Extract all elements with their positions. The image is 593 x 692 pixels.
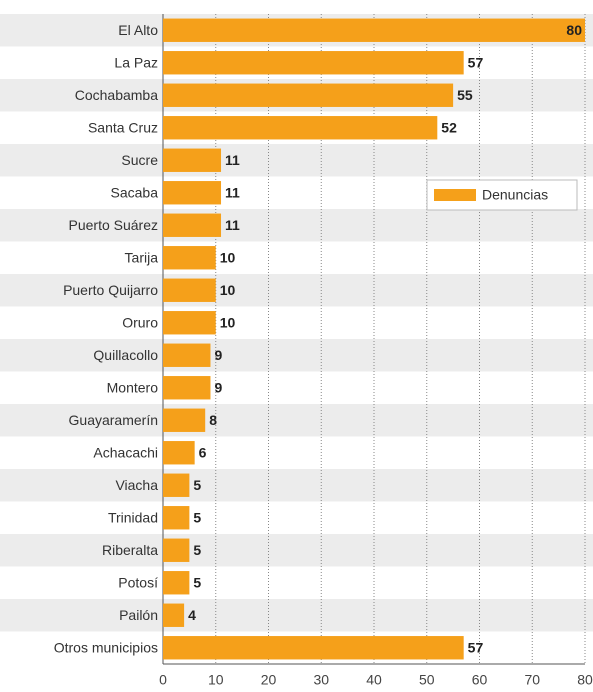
row-stripe bbox=[0, 144, 593, 177]
x-tick-label: 60 bbox=[472, 672, 488, 688]
y-tick-label: Sacaba bbox=[111, 184, 159, 200]
bar bbox=[163, 51, 464, 75]
value-label: 11 bbox=[225, 217, 240, 233]
y-tick-label: Sucre bbox=[121, 152, 158, 168]
y-tick-label: Tarija bbox=[125, 249, 159, 265]
y-tick-label: El Alto bbox=[118, 22, 158, 38]
y-tick-label: Montero bbox=[107, 379, 159, 395]
bar bbox=[163, 181, 222, 205]
bar bbox=[163, 473, 190, 497]
bar bbox=[163, 408, 206, 432]
value-label: 4 bbox=[188, 607, 196, 623]
y-tick-label: Achacachi bbox=[93, 444, 158, 460]
x-tick-label: 10 bbox=[208, 672, 224, 688]
value-label: 5 bbox=[193, 509, 201, 525]
bar bbox=[163, 213, 222, 237]
value-label: 55 bbox=[457, 87, 473, 103]
y-tick-label: Viacha bbox=[115, 477, 158, 493]
row-stripe bbox=[0, 274, 593, 307]
y-tick-label: Riberalta bbox=[102, 542, 158, 558]
bar bbox=[163, 83, 454, 107]
row-stripe bbox=[0, 566, 593, 599]
value-label: 9 bbox=[214, 347, 222, 363]
bar bbox=[163, 571, 190, 595]
value-label: 6 bbox=[199, 444, 207, 460]
y-tick-label: Otros municipios bbox=[54, 639, 158, 655]
x-tick-label: 30 bbox=[313, 672, 329, 688]
value-label: 5 bbox=[193, 542, 201, 558]
bar bbox=[163, 278, 216, 302]
value-label: 57 bbox=[468, 639, 484, 655]
y-tick-label: Quillacollo bbox=[93, 347, 158, 363]
value-label: 10 bbox=[220, 249, 236, 265]
value-label: 5 bbox=[193, 477, 201, 493]
value-label: 11 bbox=[225, 152, 240, 168]
y-tick-label: Oruro bbox=[122, 314, 158, 330]
bar bbox=[163, 116, 438, 140]
y-tick-label: Puerto Suárez bbox=[69, 217, 159, 233]
y-tick-label: Potosí bbox=[118, 574, 158, 590]
value-label: 52 bbox=[441, 119, 457, 135]
row-stripe bbox=[0, 469, 593, 502]
bar bbox=[163, 636, 464, 660]
bar bbox=[163, 246, 216, 270]
row-stripe bbox=[0, 534, 593, 567]
x-tick-label: 0 bbox=[159, 672, 167, 688]
y-tick-label: Santa Cruz bbox=[88, 119, 158, 135]
x-tick-label: 40 bbox=[366, 672, 382, 688]
y-tick-label: La Paz bbox=[114, 54, 158, 70]
row-stripe bbox=[0, 599, 593, 632]
row-stripe bbox=[0, 501, 593, 534]
row-stripe bbox=[0, 306, 593, 339]
value-label: 5 bbox=[193, 574, 201, 590]
row-stripe bbox=[0, 436, 593, 469]
row-stripe bbox=[0, 209, 593, 242]
legend-swatch bbox=[434, 189, 476, 201]
x-tick-label: 80 bbox=[577, 672, 593, 688]
value-label: 10 bbox=[220, 314, 236, 330]
value-label: 10 bbox=[220, 282, 236, 298]
row-stripe bbox=[0, 404, 593, 437]
bar bbox=[163, 148, 222, 172]
bar bbox=[163, 343, 211, 367]
value-label: 8 bbox=[209, 412, 217, 428]
value-label: 57 bbox=[468, 54, 484, 70]
legend-label: Denuncias bbox=[482, 187, 548, 203]
y-tick-label: Puerto Quijarro bbox=[63, 282, 158, 298]
bar bbox=[163, 603, 185, 627]
bar bbox=[163, 538, 190, 562]
bar bbox=[163, 441, 195, 465]
x-tick-label: 50 bbox=[419, 672, 435, 688]
row-stripe bbox=[0, 241, 593, 274]
value-label: 11 bbox=[225, 184, 240, 200]
bar bbox=[163, 506, 190, 530]
row-stripe bbox=[0, 371, 593, 404]
bar bbox=[163, 376, 211, 400]
value-label: 80 bbox=[566, 22, 582, 38]
y-tick-label: Guayaramerín bbox=[69, 412, 158, 428]
bar bbox=[163, 18, 585, 42]
x-tick-label: 20 bbox=[261, 672, 277, 688]
x-tick-label: 70 bbox=[524, 672, 540, 688]
value-label: 9 bbox=[214, 379, 222, 395]
y-tick-label: Pailón bbox=[119, 607, 158, 623]
row-stripe bbox=[0, 339, 593, 372]
bar bbox=[163, 311, 216, 335]
y-tick-label: Cochabamba bbox=[75, 87, 158, 103]
y-tick-label: Trinidad bbox=[108, 509, 158, 525]
